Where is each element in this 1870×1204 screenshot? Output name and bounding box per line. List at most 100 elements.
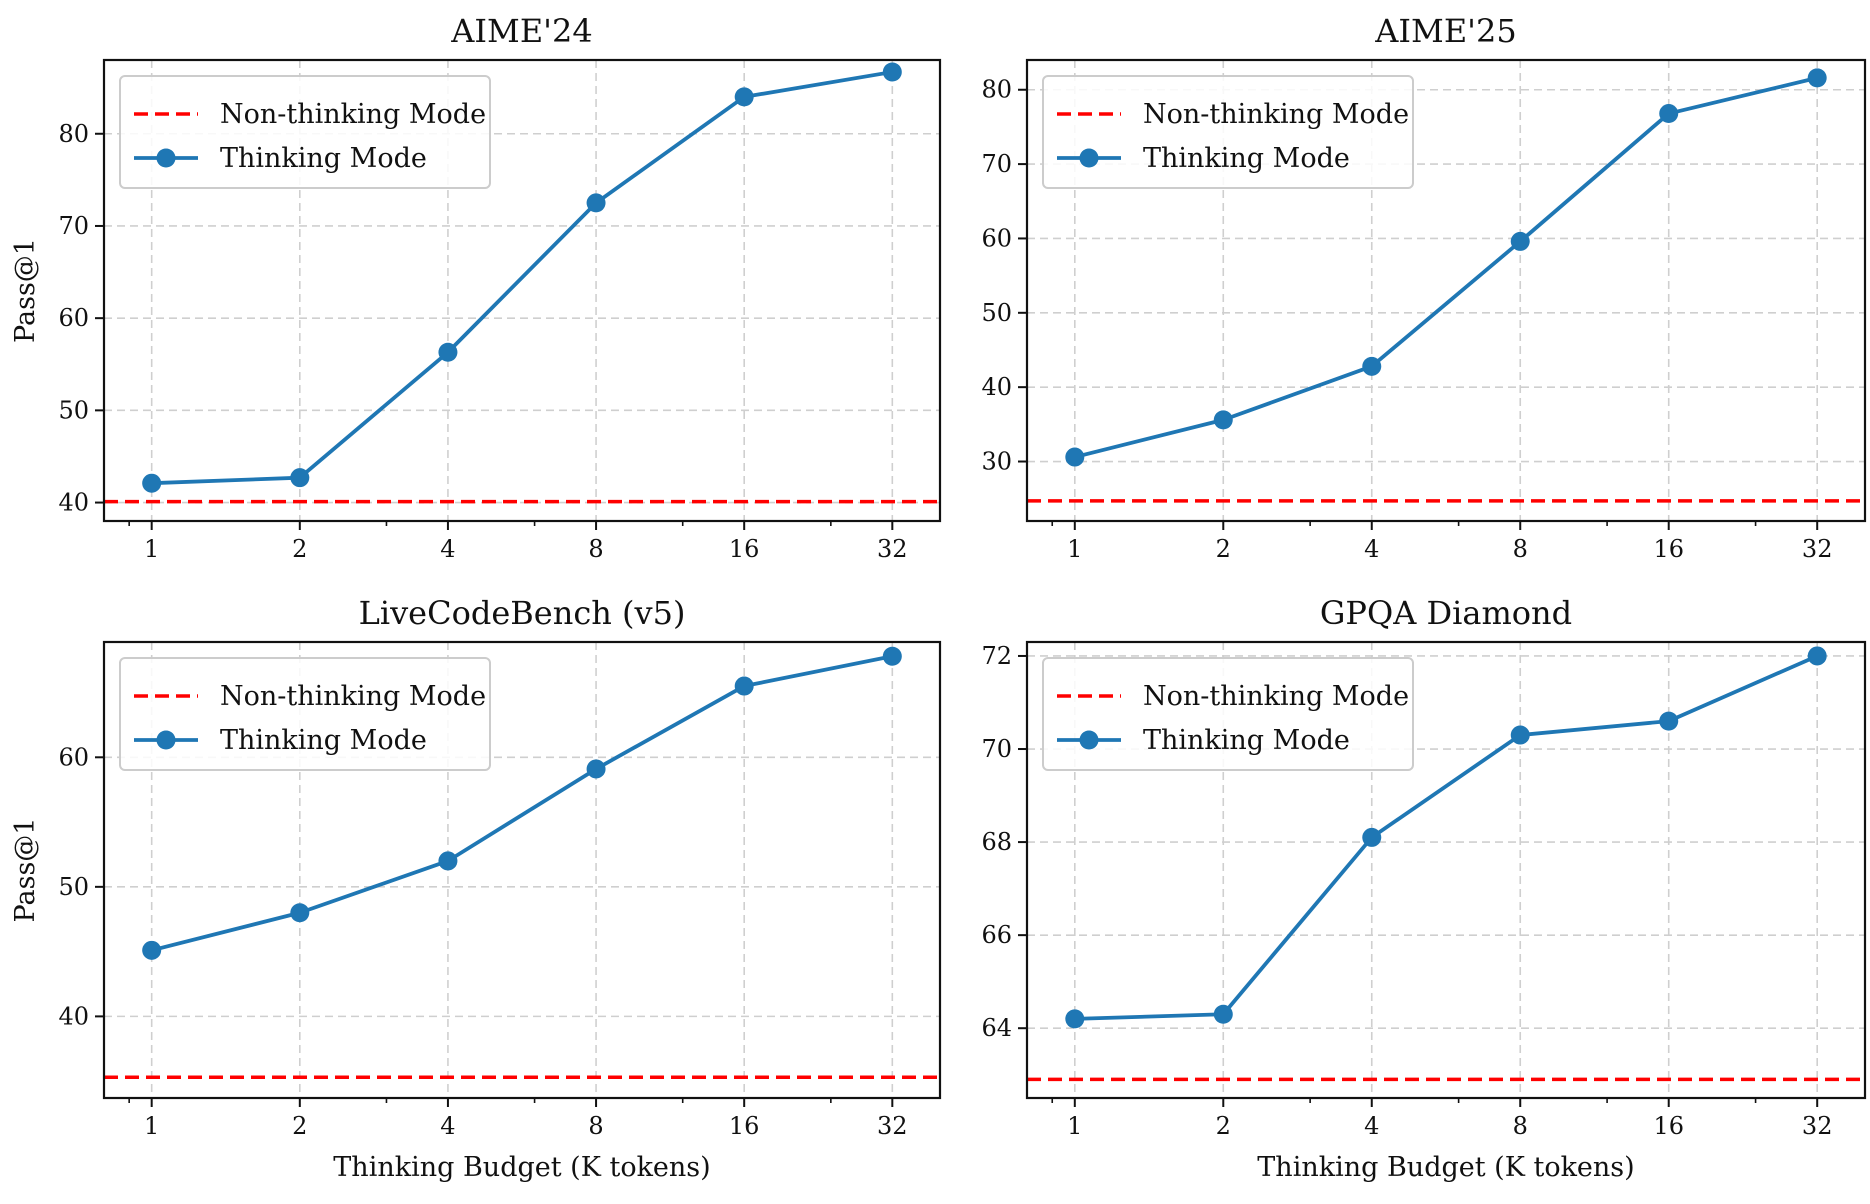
y-tick-label: 50 bbox=[981, 299, 1012, 327]
x-tick-label: 1 bbox=[144, 1112, 159, 1140]
chart-panel-3: 1 2 4 8 16 32 40 50 60 LiveCodeBench (v5) Thinking… bbox=[10, 594, 942, 1183]
y-axis-label: Pass@1 bbox=[10, 818, 41, 923]
data-point bbox=[882, 646, 902, 666]
data-point bbox=[1510, 231, 1530, 251]
legend-entry: Thinking Mode bbox=[1143, 725, 1350, 756]
legend-marker bbox=[156, 148, 176, 168]
y-tick-label: 30 bbox=[981, 448, 1012, 476]
x-tick-label: 32 bbox=[1802, 1112, 1833, 1140]
y-tick-label: 40 bbox=[58, 489, 89, 517]
x-tick-label: 4 bbox=[440, 1112, 455, 1140]
x-tick-label: 32 bbox=[877, 1112, 908, 1140]
chart-title: LiveCodeBench (v5) bbox=[359, 594, 686, 632]
x-tick-label: 2 bbox=[292, 535, 307, 563]
chart-panel-2: 1 2 4 8 16 32 30 40 50 60 70 80 AIME'25 Non-thinking … bbox=[981, 12, 1867, 563]
y-tick-label: 60 bbox=[58, 304, 89, 332]
data-point bbox=[290, 903, 310, 923]
legend: Non-thinking Mode Thinking Mode bbox=[119, 657, 491, 771]
y-tick-label: 70 bbox=[981, 735, 1012, 763]
legend-entry: Non-thinking Mode bbox=[220, 99, 486, 130]
legend-box bbox=[1042, 75, 1414, 189]
data-point bbox=[882, 62, 902, 82]
y-tick-label: 70 bbox=[58, 212, 89, 240]
y-axis-label: Pass@1 bbox=[10, 238, 41, 343]
legend-marker bbox=[156, 730, 176, 750]
data-point bbox=[1659, 104, 1679, 124]
x-tick-label: 32 bbox=[877, 535, 908, 563]
data-point bbox=[1065, 447, 1085, 467]
y-tick-label: 70 bbox=[981, 150, 1012, 178]
y-tick-label: 72 bbox=[981, 642, 1012, 670]
x-tick-label: 16 bbox=[1653, 1112, 1684, 1140]
x-tick-label: 32 bbox=[1802, 535, 1833, 563]
x-tick-label: 8 bbox=[1513, 535, 1528, 563]
data-point bbox=[1807, 646, 1827, 666]
legend-box bbox=[119, 657, 491, 771]
x-tick-label: 8 bbox=[588, 535, 603, 563]
x-tick-label: 8 bbox=[1513, 1112, 1528, 1140]
x-tick-label: 16 bbox=[1653, 535, 1684, 563]
series-thinking-line bbox=[151, 70, 893, 486]
series-thinking-line bbox=[1074, 75, 1818, 459]
data-point bbox=[1213, 1004, 1233, 1024]
x-tick-label: 4 bbox=[1364, 1112, 1379, 1140]
chart-title: GPQA Diamond bbox=[1320, 594, 1572, 632]
legend-entry: Thinking Mode bbox=[1143, 143, 1350, 174]
x-tick-label: 4 bbox=[440, 535, 455, 563]
x-tick-label: 1 bbox=[144, 535, 159, 563]
x-tick-label: 2 bbox=[1216, 1112, 1231, 1140]
legend: Non-thinking Mode Thinking Mode bbox=[119, 75, 491, 189]
data-point bbox=[1362, 356, 1382, 376]
axes-frame bbox=[102, 58, 942, 523]
legend-box bbox=[119, 75, 491, 189]
legend: Non-thinking Mode Thinking Mode bbox=[1042, 75, 1414, 189]
data-point bbox=[1362, 827, 1382, 847]
series-thinking-line bbox=[151, 654, 893, 953]
data-point bbox=[1510, 725, 1530, 745]
y-tick-label: 40 bbox=[58, 1002, 89, 1030]
legend-entry: Non-thinking Mode bbox=[1143, 99, 1409, 130]
x-axis-label: Thinking Budget (K tokens) bbox=[1257, 1152, 1634, 1183]
axes-frame bbox=[102, 640, 942, 1100]
data-point bbox=[438, 342, 458, 362]
y-tick-label: 64 bbox=[981, 1014, 1012, 1042]
legend: Non-thinking Mode Thinking Mode bbox=[1042, 657, 1414, 771]
legend-entry: Thinking Mode bbox=[220, 725, 427, 756]
x-tick-label: 1 bbox=[1067, 1112, 1082, 1140]
y-tick-label: 60 bbox=[981, 224, 1012, 252]
x-tick-label: 2 bbox=[292, 1112, 307, 1140]
y-tick-label: 80 bbox=[58, 120, 89, 148]
data-point bbox=[142, 473, 162, 493]
x-tick-label: 1 bbox=[1067, 535, 1082, 563]
x-tick-label: 8 bbox=[588, 1112, 603, 1140]
x-tick-label: 16 bbox=[729, 535, 760, 563]
chart-title: AIME'25 bbox=[1374, 12, 1516, 50]
chart-panel-4: 1 2 4 8 16 32 64 66 68 70 72 GPQA Diamond Thinking B… bbox=[981, 594, 1867, 1183]
y-tick-label: 50 bbox=[58, 873, 89, 901]
y-tick-label: 50 bbox=[58, 396, 89, 424]
series-thinking-line bbox=[1074, 654, 1818, 1021]
y-tick-label: 80 bbox=[981, 76, 1012, 104]
y-tick-label: 68 bbox=[981, 828, 1012, 856]
chart-title: AIME'24 bbox=[450, 12, 592, 50]
legend-box bbox=[1042, 657, 1414, 771]
x-axis-label: Thinking Budget (K tokens) bbox=[333, 1152, 710, 1183]
data-point bbox=[1213, 410, 1233, 430]
legend-marker bbox=[1079, 148, 1099, 168]
x-tick-label: 16 bbox=[729, 1112, 760, 1140]
legend-entry: Non-thinking Mode bbox=[220, 681, 486, 712]
data-point bbox=[1659, 711, 1679, 731]
legend-marker bbox=[1079, 730, 1099, 750]
y-tick-label: 66 bbox=[981, 921, 1012, 949]
axes-frame bbox=[1025, 640, 1867, 1100]
y-tick-label: 60 bbox=[58, 743, 89, 771]
data-point bbox=[1065, 1009, 1085, 1029]
data-point bbox=[734, 676, 754, 696]
y-tick-label: 40 bbox=[981, 373, 1012, 401]
data-point bbox=[586, 193, 606, 213]
data-point bbox=[438, 851, 458, 871]
chart-panel-1: 1 2 4 8 16 32 40 50 60 70 80 AIME'24 Pass@1 Non-think… bbox=[10, 12, 942, 563]
axes-frame bbox=[1025, 58, 1867, 523]
data-point bbox=[1807, 68, 1827, 88]
